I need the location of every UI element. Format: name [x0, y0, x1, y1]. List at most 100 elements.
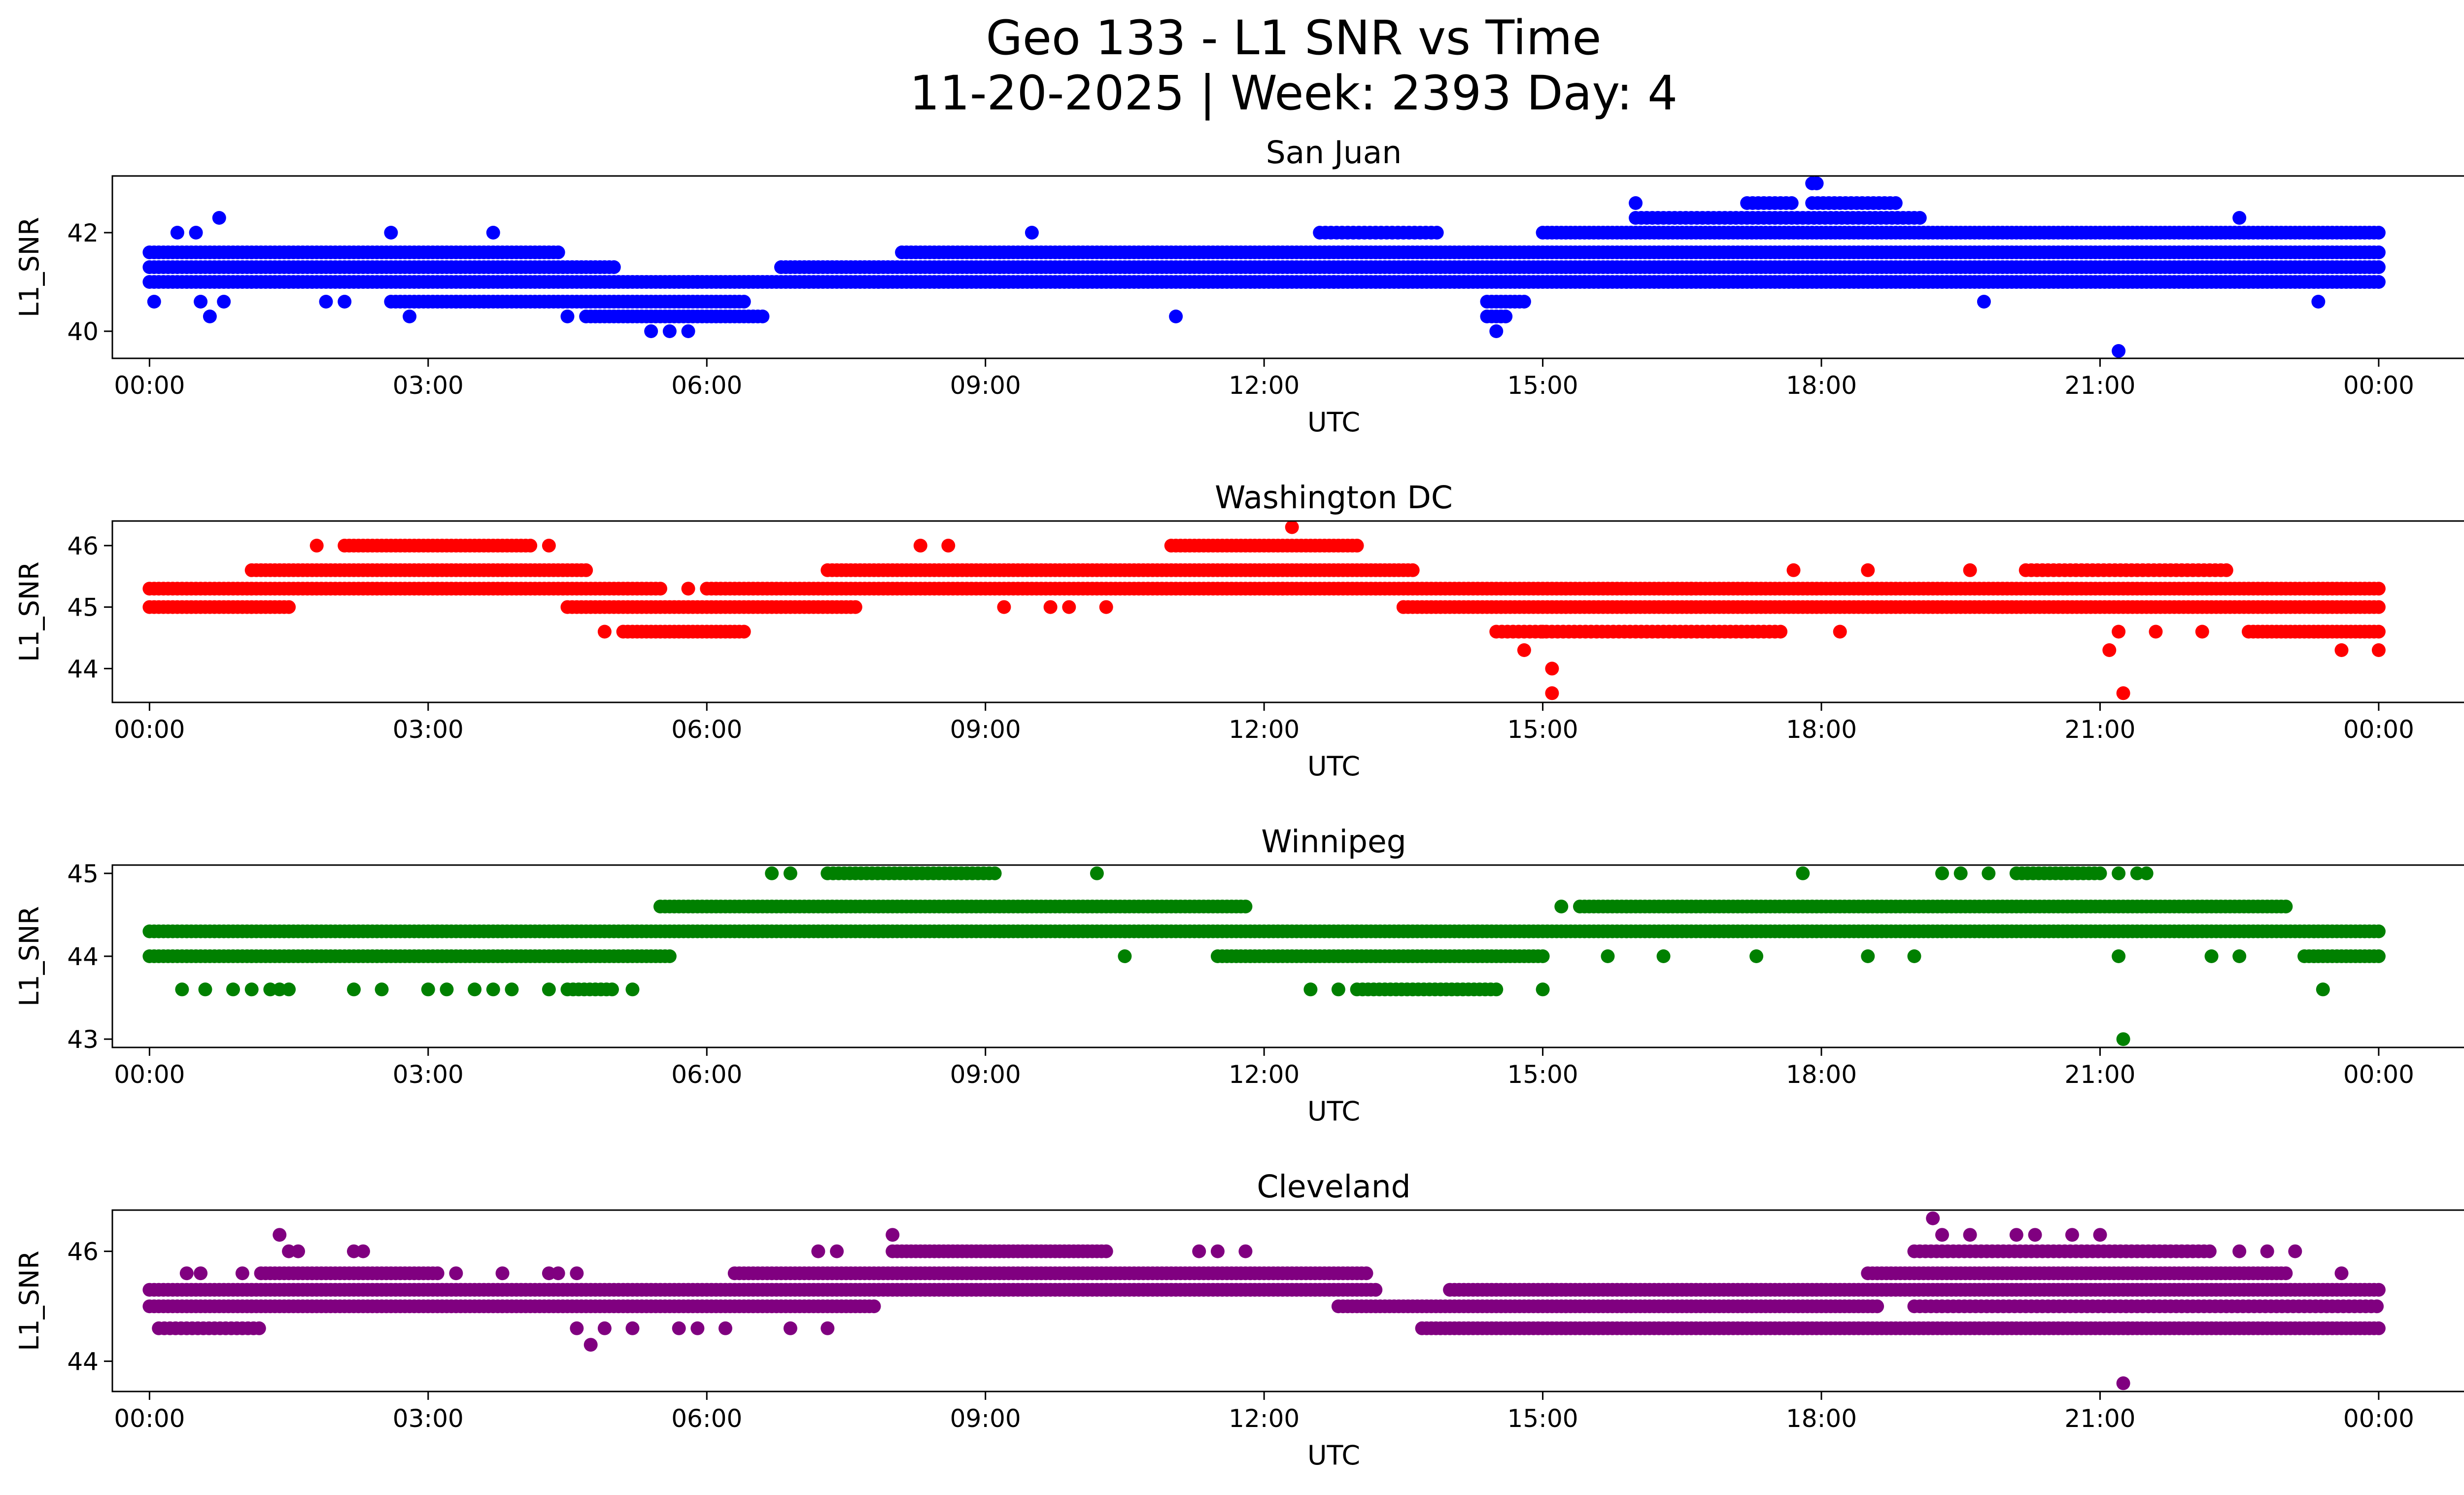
san-juan-point: [551, 245, 565, 259]
san-juan-point: [486, 226, 500, 240]
san-juan-x-tick-label: 03:00: [393, 371, 464, 400]
winnipeg-point: [421, 982, 435, 997]
winnipeg-y-tick-label: 45: [67, 860, 99, 888]
san-juan-point: [1499, 310, 1513, 323]
san-juan-point: [1629, 196, 1643, 210]
washington-dc-point: [2219, 563, 2233, 577]
winnipeg-point: [876, 924, 890, 939]
san-juan-point: [2371, 245, 2386, 259]
winnipeg-x-tick-label: 09:00: [950, 1060, 1021, 1089]
washington-dc-point: [2371, 600, 2386, 614]
san-juan-point: [203, 310, 217, 323]
san-juan-point: [644, 324, 658, 338]
washington-dc-point: [1774, 625, 1788, 639]
winnipeg-point: [605, 982, 619, 997]
san-juan-y-tick-label: 42: [67, 219, 99, 247]
washington-dc-x-tick-label: 18:00: [1786, 715, 1857, 744]
washington-dc-y-tick-label: 45: [67, 593, 99, 622]
winnipeg-y-tick-label: 44: [67, 942, 99, 971]
washington-dc-y-tick-label: 44: [67, 655, 99, 683]
san-juan-y-tick-label: 40: [67, 317, 99, 346]
cleveland-point: [867, 1299, 881, 1314]
san-juan-point: [2232, 211, 2247, 225]
san-juan-point: [1810, 176, 1824, 190]
san-juan-point: [737, 295, 751, 309]
winnipeg-point: [505, 982, 519, 997]
winnipeg-point: [198, 982, 212, 997]
winnipeg-x-axis-label: UTC: [1307, 1096, 1360, 1127]
cleveland-point: [1369, 1283, 1383, 1297]
winnipeg-point: [1489, 982, 1504, 997]
washington-dc-point: [941, 538, 956, 553]
winnipeg-point: [1118, 949, 1132, 963]
washington-dc-point: [2195, 625, 2209, 639]
san-juan-axes-frame: [111, 175, 2464, 359]
winnipeg-point: [1303, 982, 1318, 997]
winnipeg-x-tick-label: 21:00: [2064, 1060, 2135, 1089]
winnipeg-point: [783, 866, 797, 880]
san-juan-point: [170, 226, 184, 240]
washington-dc-point: [653, 582, 667, 596]
san-juan-subplot-title: San Juan: [1266, 135, 1402, 171]
san-juan-data-points: [142, 176, 2386, 358]
winnipeg-point: [2371, 924, 2386, 939]
winnipeg-point: [1536, 949, 1550, 963]
san-juan-point: [217, 295, 231, 309]
washington-dc-x-tick-label: 03:00: [393, 715, 464, 744]
winnipeg-point: [375, 982, 389, 997]
winnipeg-point: [2279, 900, 2293, 914]
san-juan-point: [212, 211, 226, 225]
washington-dc-point: [997, 600, 1011, 614]
winnipeg-point: [1907, 949, 1921, 963]
winnipeg-point: [347, 982, 361, 997]
winnipeg-point: [2139, 866, 2154, 880]
washington-dc-point: [1963, 563, 1977, 577]
washington-dc-data-points: [142, 521, 2386, 700]
winnipeg-point: [2204, 949, 2219, 963]
san-juan-point: [147, 295, 161, 309]
cleveland-data-points: [142, 1211, 2386, 1391]
washington-dc-x-axis-label: UTC: [1307, 751, 1360, 782]
winnipeg-point: [625, 982, 640, 997]
washington-dc-point: [1684, 582, 1699, 596]
washington-dc-point: [1786, 563, 1801, 577]
washington-dc-point: [2102, 643, 2117, 657]
winnipeg-point: [1749, 949, 1764, 963]
san-juan-x-tick-label: 00:00: [2343, 371, 2414, 400]
washington-dc-point: [2116, 686, 2130, 700]
san-juan-point: [681, 324, 695, 338]
san-juan-point: [319, 295, 333, 309]
washington-dc-point: [2112, 625, 2126, 639]
winnipeg-x-tick-label: 00:00: [2343, 1060, 2414, 1089]
winnipeg-y-axis-label: L1_SNR: [14, 906, 45, 1007]
washington-dc-point: [681, 582, 695, 596]
washington-dc-point: [1833, 625, 1847, 639]
winnipeg-point: [440, 982, 454, 997]
winnipeg-point: [988, 866, 1002, 880]
san-juan-point: [1025, 226, 1039, 240]
san-juan-point: [449, 295, 463, 309]
winnipeg-x-tick-label: 12:00: [1229, 1060, 1300, 1089]
winnipeg-subplot-title: Winnipeg: [1261, 824, 1406, 860]
washington-dc-point: [579, 563, 593, 577]
san-juan-point: [1430, 226, 1444, 240]
washington-dc-point: [2371, 582, 2386, 596]
san-juan-x-tick-label: 21:00: [2064, 371, 2135, 400]
winnipeg-point: [468, 982, 482, 997]
san-juan-point: [662, 324, 677, 338]
washington-dc-y-axis-label: L1_SNR: [14, 561, 45, 662]
washington-dc-x-tick-label: 06:00: [671, 715, 742, 744]
washington-dc-x-tick-label: 00:00: [2343, 715, 2414, 744]
san-juan-point: [560, 310, 575, 323]
san-juan-point: [1913, 211, 1927, 225]
washington-dc-x-tick-label: 12:00: [1229, 715, 1300, 744]
san-juan-point: [384, 226, 398, 240]
winnipeg-x-tick-label: 06:00: [671, 1060, 742, 1089]
winnipeg-point: [486, 982, 500, 997]
washington-dc-point: [1043, 600, 1058, 614]
washington-dc-point: [597, 625, 612, 639]
winnipeg-data-points: [142, 866, 2386, 1046]
